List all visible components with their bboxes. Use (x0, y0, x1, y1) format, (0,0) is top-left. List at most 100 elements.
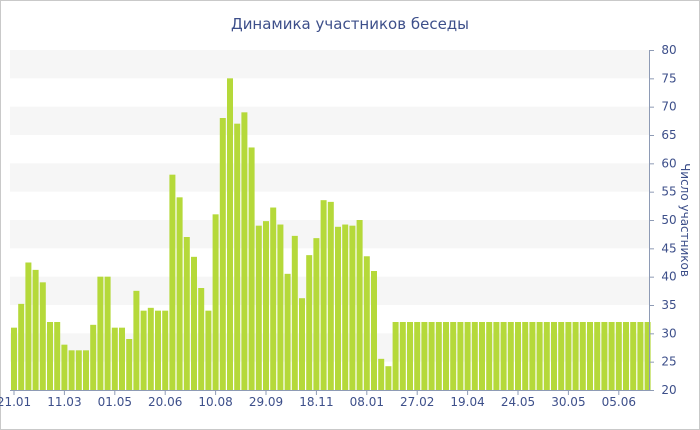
grid-band (10, 163, 649, 192)
bar (320, 200, 327, 390)
x-tick-label: 27.02 (400, 395, 434, 409)
y-tick-label: 75 (661, 71, 676, 85)
bar (371, 271, 377, 390)
grid-band (10, 50, 649, 79)
bar (349, 225, 356, 390)
y-tick-label: 45 (661, 241, 676, 255)
bar (219, 118, 226, 390)
bar (284, 273, 291, 390)
x-tick-label: 08.01 (350, 395, 384, 409)
bar (299, 298, 305, 390)
bar (536, 322, 543, 390)
bar (378, 358, 385, 390)
bar (623, 322, 629, 390)
bar (572, 322, 579, 390)
bar (183, 237, 190, 390)
bar (608, 322, 615, 390)
bar (97, 276, 104, 390)
bar (176, 197, 183, 390)
x-tick-label: 18.11 (299, 395, 333, 409)
bar (111, 327, 118, 390)
bar (587, 322, 593, 390)
bar (255, 225, 262, 390)
bar (356, 220, 363, 390)
bar (11, 327, 17, 390)
bar (191, 256, 197, 390)
bar (630, 322, 637, 390)
x-tick-label: 20.06 (148, 395, 182, 409)
x-tick-label: 05.06 (602, 395, 636, 409)
bar (493, 322, 500, 390)
bar (507, 322, 514, 390)
y-tick-label: 40 (661, 270, 676, 284)
grid-band (10, 106, 649, 135)
bar (601, 322, 608, 390)
bar (227, 78, 233, 390)
bar (529, 322, 536, 390)
chart-title: Динамика участников беседы (231, 15, 469, 33)
bar (551, 322, 557, 390)
bar (198, 288, 205, 390)
bar (450, 322, 457, 390)
bar (327, 201, 334, 390)
bar (471, 322, 478, 390)
bar (435, 322, 442, 390)
bar (500, 322, 507, 390)
bar (90, 324, 97, 390)
y-tick-label: 70 (661, 100, 676, 114)
bar (83, 350, 89, 390)
y-tick-label: 65 (661, 128, 676, 142)
bar (18, 303, 25, 390)
bar (486, 322, 493, 390)
x-tick-label: 19.04 (450, 395, 484, 409)
bar (392, 322, 399, 390)
y-tick-label: 20 (661, 383, 676, 397)
bar (579, 322, 586, 390)
bar (205, 310, 212, 390)
bar (133, 290, 140, 390)
x-tick-label: 10.08 (198, 395, 232, 409)
bar (565, 322, 572, 390)
y-tick-label: 60 (661, 156, 676, 170)
bar (47, 322, 53, 390)
y-axis-ticks: 20 25 30 35 40 45 50 55 60 65 70 75 80 (649, 43, 677, 397)
x-tick-label: 30.05 (551, 395, 585, 409)
bar (61, 344, 68, 390)
x-tick-label: 11.03 (47, 395, 81, 409)
bar (522, 322, 529, 390)
bar (212, 214, 219, 390)
bar (140, 310, 147, 390)
y-tick-label: 50 (661, 213, 676, 227)
bar (457, 322, 464, 390)
bar (407, 322, 413, 390)
bar (594, 322, 601, 390)
bar (277, 224, 284, 390)
bar (126, 339, 133, 390)
bar (104, 276, 111, 390)
bar (385, 366, 392, 390)
bar (25, 262, 32, 390)
bar (558, 322, 565, 390)
y-axis-label: Число участников (678, 163, 692, 277)
bar (169, 174, 176, 390)
bar (75, 350, 82, 390)
bar (637, 322, 644, 390)
y-tick-label: 80 (661, 43, 676, 57)
bar (363, 256, 370, 390)
bar (428, 322, 435, 390)
bar (291, 235, 298, 390)
x-axis-ticks: 21.01 11.03 01.05 20.06 10.08 29.09 18.11 08.01… (0, 390, 636, 409)
bar (615, 322, 622, 390)
bar-series (11, 78, 651, 391)
bar (155, 310, 161, 390)
bar (39, 282, 46, 390)
bar (421, 322, 428, 390)
bar (313, 238, 320, 390)
x-tick-label: 24.05 (501, 395, 535, 409)
bar (32, 269, 39, 390)
bar (68, 350, 75, 390)
bar (248, 147, 255, 390)
bar (414, 322, 421, 390)
y-tick-label: 55 (661, 185, 676, 199)
